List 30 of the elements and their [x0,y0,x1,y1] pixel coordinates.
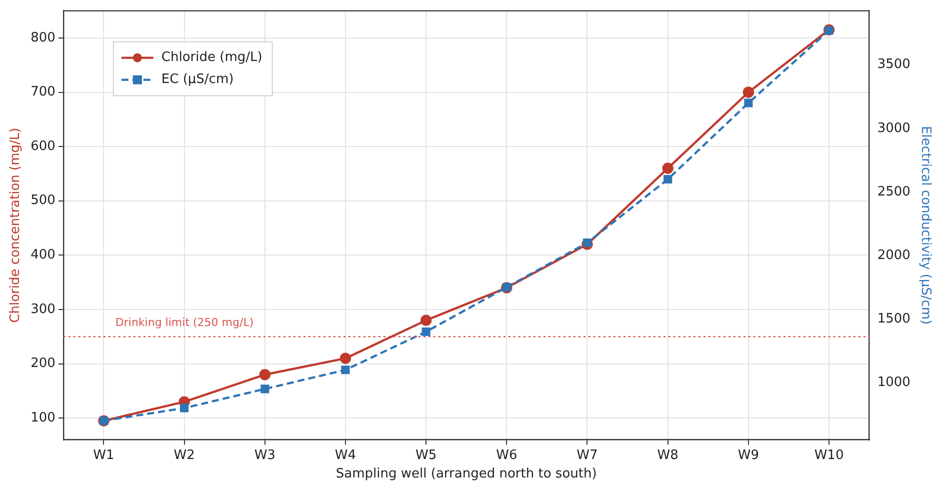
legend-label: Chloride (mg/L) [161,50,262,66]
y-tick-label: 600 [30,138,56,154]
x-tick-label: W4 [334,448,356,463]
x-tick-label: W2 [174,448,195,463]
y-tick-label: 300 [30,302,56,317]
y2-tick-label: 2500 [877,184,910,200]
y2-tick-label: 3000 [877,120,910,136]
x-tick-label: W6 [496,448,518,463]
x-tick-label: W10 [814,448,844,463]
y-tick-label: 100 [30,410,56,426]
y-tick-label: 800 [30,30,56,46]
y-tick-label: 200 [30,356,56,372]
y-axis-title: Chloride concentration (mg/L) [8,128,24,323]
x-tick-label: W1 [93,448,114,463]
y-tick-label: 700 [30,84,56,100]
y-tick-label: 500 [30,193,56,208]
x-axis-title: Sampling well (arranged north to south) [336,466,597,482]
y2-tick-label: 1000 [877,374,910,390]
y-tick-label: 400 [30,248,56,263]
x-tick-label: W3 [254,448,276,463]
y2-tick-label: 3500 [877,57,910,72]
y2-tick-label: 2000 [877,248,910,263]
x-tick-label: W9 [738,448,759,463]
y2-tick-label: 1500 [877,311,910,326]
x-tick-label: W8 [657,448,678,463]
x-tick-label: W5 [416,448,437,463]
x-tick-label: W7 [576,448,598,463]
ref-line-label: Drinking limit (250 mg/L) [115,316,254,329]
legend-label: EC (µS/cm) [161,72,234,88]
y2-axis-title: Electrical conductivity (µS/cm) [918,126,933,325]
